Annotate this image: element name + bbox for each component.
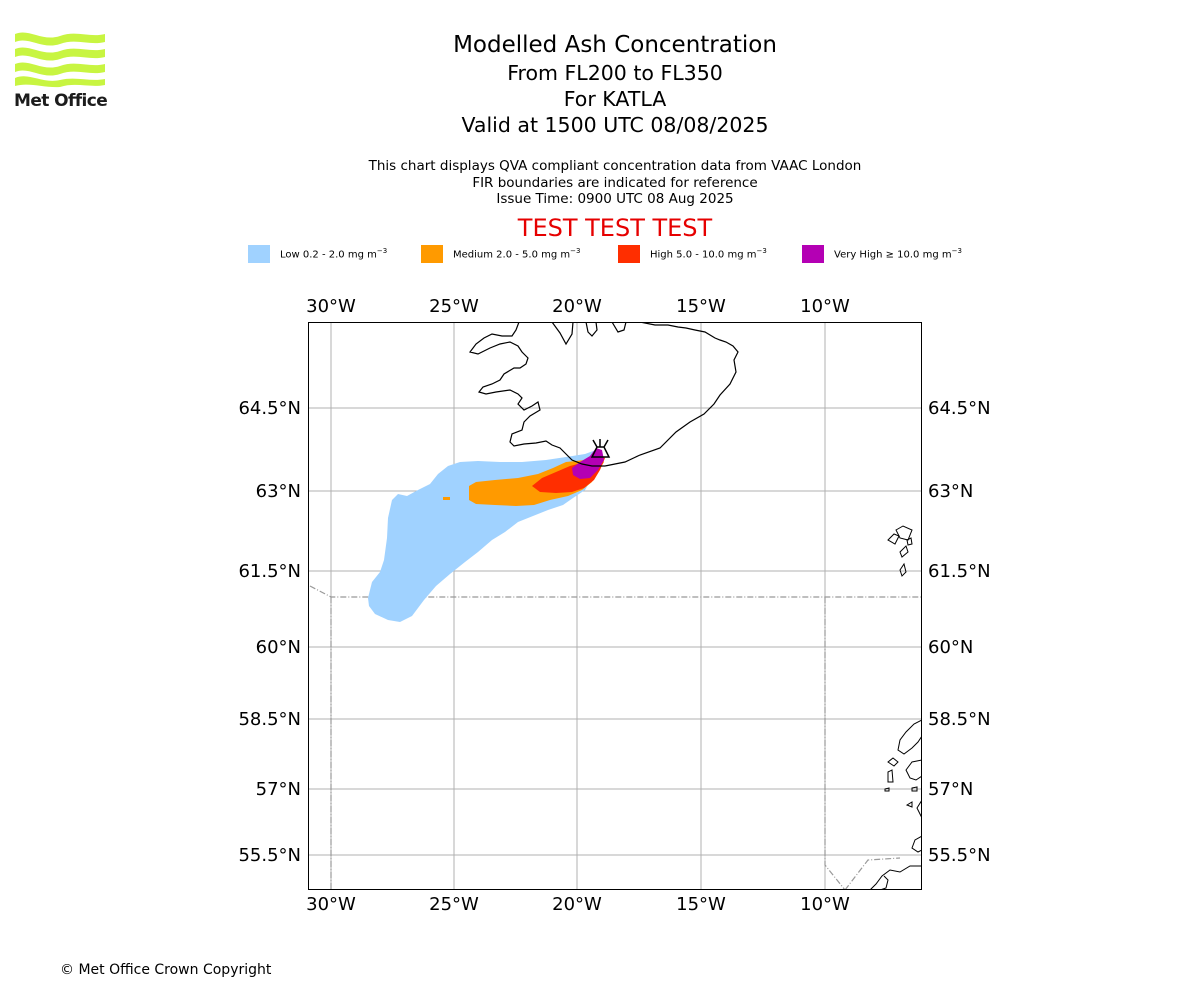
island-outline <box>899 545 909 558</box>
chart-title-block: Modelled Ash Concentration From FL200 to… <box>315 30 915 138</box>
lat-tick-label: 61.5°N <box>238 561 301 582</box>
legend-label-high: High 5.0 - 10.0 mg m−3 <box>650 247 767 261</box>
legend-swatch-low <box>248 245 270 263</box>
lon-tick-label: 20°W <box>552 296 602 317</box>
lat-tick-label: 58.5°N <box>238 709 301 730</box>
lon-tick-label: 30°W <box>306 894 356 915</box>
legend: Low 0.2 - 2.0 mg m−3 Medium 2.0 - 5.0 mg… <box>0 243 1200 267</box>
legend-item-medium: Medium 2.0 - 5.0 mg m−3 <box>421 243 580 265</box>
legend-item-very-high: Very High ≥ 10.0 mg m−3 <box>802 243 962 265</box>
legend-label-low: Low 0.2 - 2.0 mg m−3 <box>280 247 388 261</box>
met-office-logo: Met Office <box>14 30 114 114</box>
faroe-islands <box>887 525 913 577</box>
lon-tick-label: 25°W <box>429 296 479 317</box>
ash-very-high-region <box>572 448 604 479</box>
lat-tick-label: 57°N <box>256 779 301 800</box>
test-banner: TEST TEST TEST <box>517 214 713 242</box>
island-outline <box>895 525 913 541</box>
island-outline <box>887 757 899 767</box>
coast-outline <box>897 719 922 755</box>
fir-boundaries <box>309 585 922 890</box>
legend-swatch-medium <box>421 245 443 263</box>
legend-swatch-very-high <box>802 245 824 263</box>
map-content <box>308 322 922 890</box>
iceland-coastline <box>468 322 739 467</box>
legend-label-very-high: Very High ≥ 10.0 mg m−3 <box>834 247 962 261</box>
lon-tick-label: 20°W <box>552 894 602 915</box>
lon-tick-label: 30°W <box>306 296 356 317</box>
lon-labels-bottom: 30°W 25°W 20°W 15°W 10°W <box>306 894 850 915</box>
island-outline <box>905 801 913 808</box>
map-frame <box>308 322 922 890</box>
island-outline <box>887 533 900 545</box>
coast-outline <box>869 865 922 890</box>
fir-boundary <box>824 597 846 890</box>
lat-tick-label: 64.5°N <box>238 398 301 419</box>
lat-labels-right: 64.5°N 63°N 61.5°N 60°N 58.5°N 57°N 55.5… <box>928 398 991 866</box>
lon-tick-label: 15°W <box>676 894 726 915</box>
lat-tick-label: 60°N <box>256 637 301 658</box>
lon-tick-label: 15°W <box>676 296 726 317</box>
coast-outline <box>911 835 922 853</box>
coast-outline <box>879 875 889 890</box>
valid-time: Valid at 1500 UTC 08/08/2025 <box>461 113 769 137</box>
lon-tick-label: 25°W <box>429 894 479 915</box>
lat-tick-label: 55.5°N <box>238 845 301 866</box>
island-outline <box>911 786 918 792</box>
chart-subtitle: This chart displays QVA compliant concen… <box>315 158 915 208</box>
lon-tick-label: 10°W <box>800 296 850 317</box>
flight-levels: From FL200 to FL350 <box>507 61 723 85</box>
met-office-waves-icon <box>15 32 105 88</box>
lat-tick-label: 55.5°N <box>928 845 991 866</box>
scotland-coastline <box>869 719 922 890</box>
lat-tick-label: 63°N <box>928 481 973 502</box>
volcano-name: For KATLA <box>563 87 667 111</box>
chart-title: Modelled Ash Concentration <box>453 32 777 58</box>
lon-labels-top: 30°W 25°W 20°W 15°W 10°W <box>306 296 850 317</box>
legend-item-low: Low 0.2 - 2.0 mg m−3 <box>248 243 387 265</box>
ash-medium-speck <box>443 497 450 500</box>
lon-tick-label: 10°W <box>800 894 850 915</box>
lat-tick-label: 58.5°N <box>928 709 991 730</box>
subtitle-line-3: Issue Time: 0900 UTC 08 Aug 2025 <box>496 191 734 207</box>
island-outline <box>899 562 907 577</box>
volcano-icon <box>590 439 611 458</box>
legend-item-high: High 5.0 - 10.0 mg m−3 <box>618 243 767 265</box>
island-outline <box>887 769 894 783</box>
lat-tick-label: 64.5°N <box>928 398 991 419</box>
coast-outline <box>905 759 922 781</box>
legend-swatch-high <box>618 245 640 263</box>
subtitle-line-1: This chart displays QVA compliant concen… <box>368 158 862 174</box>
lat-tick-label: 57°N <box>928 779 973 800</box>
island-outline <box>906 537 913 546</box>
lat-tick-label: 60°N <box>928 637 973 658</box>
lat-tick-label: 61.5°N <box>928 561 991 582</box>
subtitle-line-2: FIR boundaries are indicated for referen… <box>472 174 758 191</box>
copyright-notice: © Met Office Crown Copyright <box>60 962 272 978</box>
coast-outline <box>916 799 922 819</box>
island-outline <box>884 787 890 792</box>
legend-label-medium: Medium 2.0 - 5.0 mg m−3 <box>453 247 581 261</box>
fir-boundary <box>844 857 901 890</box>
met-office-logo-text: Met Office <box>14 91 108 111</box>
lat-tick-label: 63°N <box>256 481 301 502</box>
lat-labels-left: 64.5°N 63°N 61.5°N 60°N 58.5°N 57°N 55.5… <box>238 398 301 866</box>
